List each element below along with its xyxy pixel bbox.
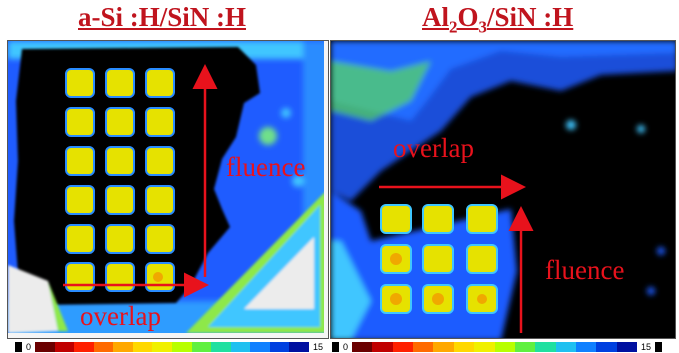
scale-segment bbox=[230, 342, 251, 352]
right-title-part3: /SiN :H bbox=[487, 2, 574, 32]
left-map-image bbox=[8, 41, 328, 338]
right-fluence-label: fluence bbox=[545, 255, 625, 285]
right-scale-min-label: 0 bbox=[343, 342, 349, 352]
left-title-text: a-Si :H/SiN :H bbox=[78, 2, 247, 32]
scale-segment bbox=[289, 342, 309, 352]
left-fluence-label: fluence bbox=[226, 152, 306, 182]
right-scale-bar bbox=[352, 342, 638, 352]
right-title: Al2O3/SiN :H bbox=[422, 2, 573, 37]
scale-segment bbox=[535, 342, 556, 352]
scale-segment bbox=[269, 342, 290, 352]
scale-segment bbox=[433, 342, 454, 352]
right-title-sub2: 3 bbox=[478, 17, 488, 37]
left-overlap-label: overlap bbox=[80, 301, 161, 331]
left-scale-max-label: 15 bbox=[312, 342, 323, 352]
scale-segment bbox=[555, 342, 576, 352]
scale-segment bbox=[132, 342, 153, 352]
right-overlap-label: overlap bbox=[393, 133, 474, 163]
scale-right-end-cap bbox=[655, 342, 662, 352]
left-scale-min-label: 0 bbox=[26, 342, 32, 352]
scale-segment bbox=[35, 342, 55, 352]
left-square-grid bbox=[65, 68, 175, 292]
scale-segment bbox=[250, 342, 270, 352]
scale-segment bbox=[453, 342, 475, 352]
scale-segment bbox=[474, 342, 495, 352]
right-title-sub1: 2 bbox=[449, 17, 458, 37]
scale-segment bbox=[413, 342, 434, 352]
scale-segment bbox=[191, 342, 212, 352]
right-title-part1: Al bbox=[422, 2, 449, 32]
right-square-grid bbox=[380, 204, 498, 314]
scale-segment bbox=[372, 342, 393, 352]
right-title-part2: O bbox=[457, 2, 479, 32]
right-scale-max-label: 15 bbox=[640, 342, 651, 352]
right-map-image bbox=[331, 41, 675, 338]
left-map-panel: fluence overlap bbox=[7, 40, 329, 339]
scale-segment bbox=[514, 342, 536, 352]
scale-segment bbox=[113, 342, 133, 352]
left-scale-bar bbox=[35, 342, 309, 352]
left-color-scale: 0 15 bbox=[15, 341, 327, 353]
right-color-scale: 0 15 bbox=[332, 341, 662, 353]
scale-segment bbox=[54, 342, 75, 352]
scale-segment bbox=[596, 342, 617, 352]
scale-segment bbox=[152, 342, 172, 352]
left-title: a-Si :H/SiN :H bbox=[78, 2, 246, 33]
scale-segment bbox=[171, 342, 192, 352]
scale-segment bbox=[211, 342, 231, 352]
scale-right-cap bbox=[332, 342, 339, 352]
scale-left-cap bbox=[15, 342, 22, 352]
scale-segment bbox=[93, 342, 114, 352]
scale-segment bbox=[352, 342, 373, 352]
scale-segment bbox=[616, 342, 638, 352]
scale-segment bbox=[494, 342, 515, 352]
scale-segment bbox=[392, 342, 414, 352]
scale-segment bbox=[575, 342, 597, 352]
scale-segment bbox=[74, 342, 94, 352]
right-map-panel: overlap fluence bbox=[330, 40, 676, 339]
